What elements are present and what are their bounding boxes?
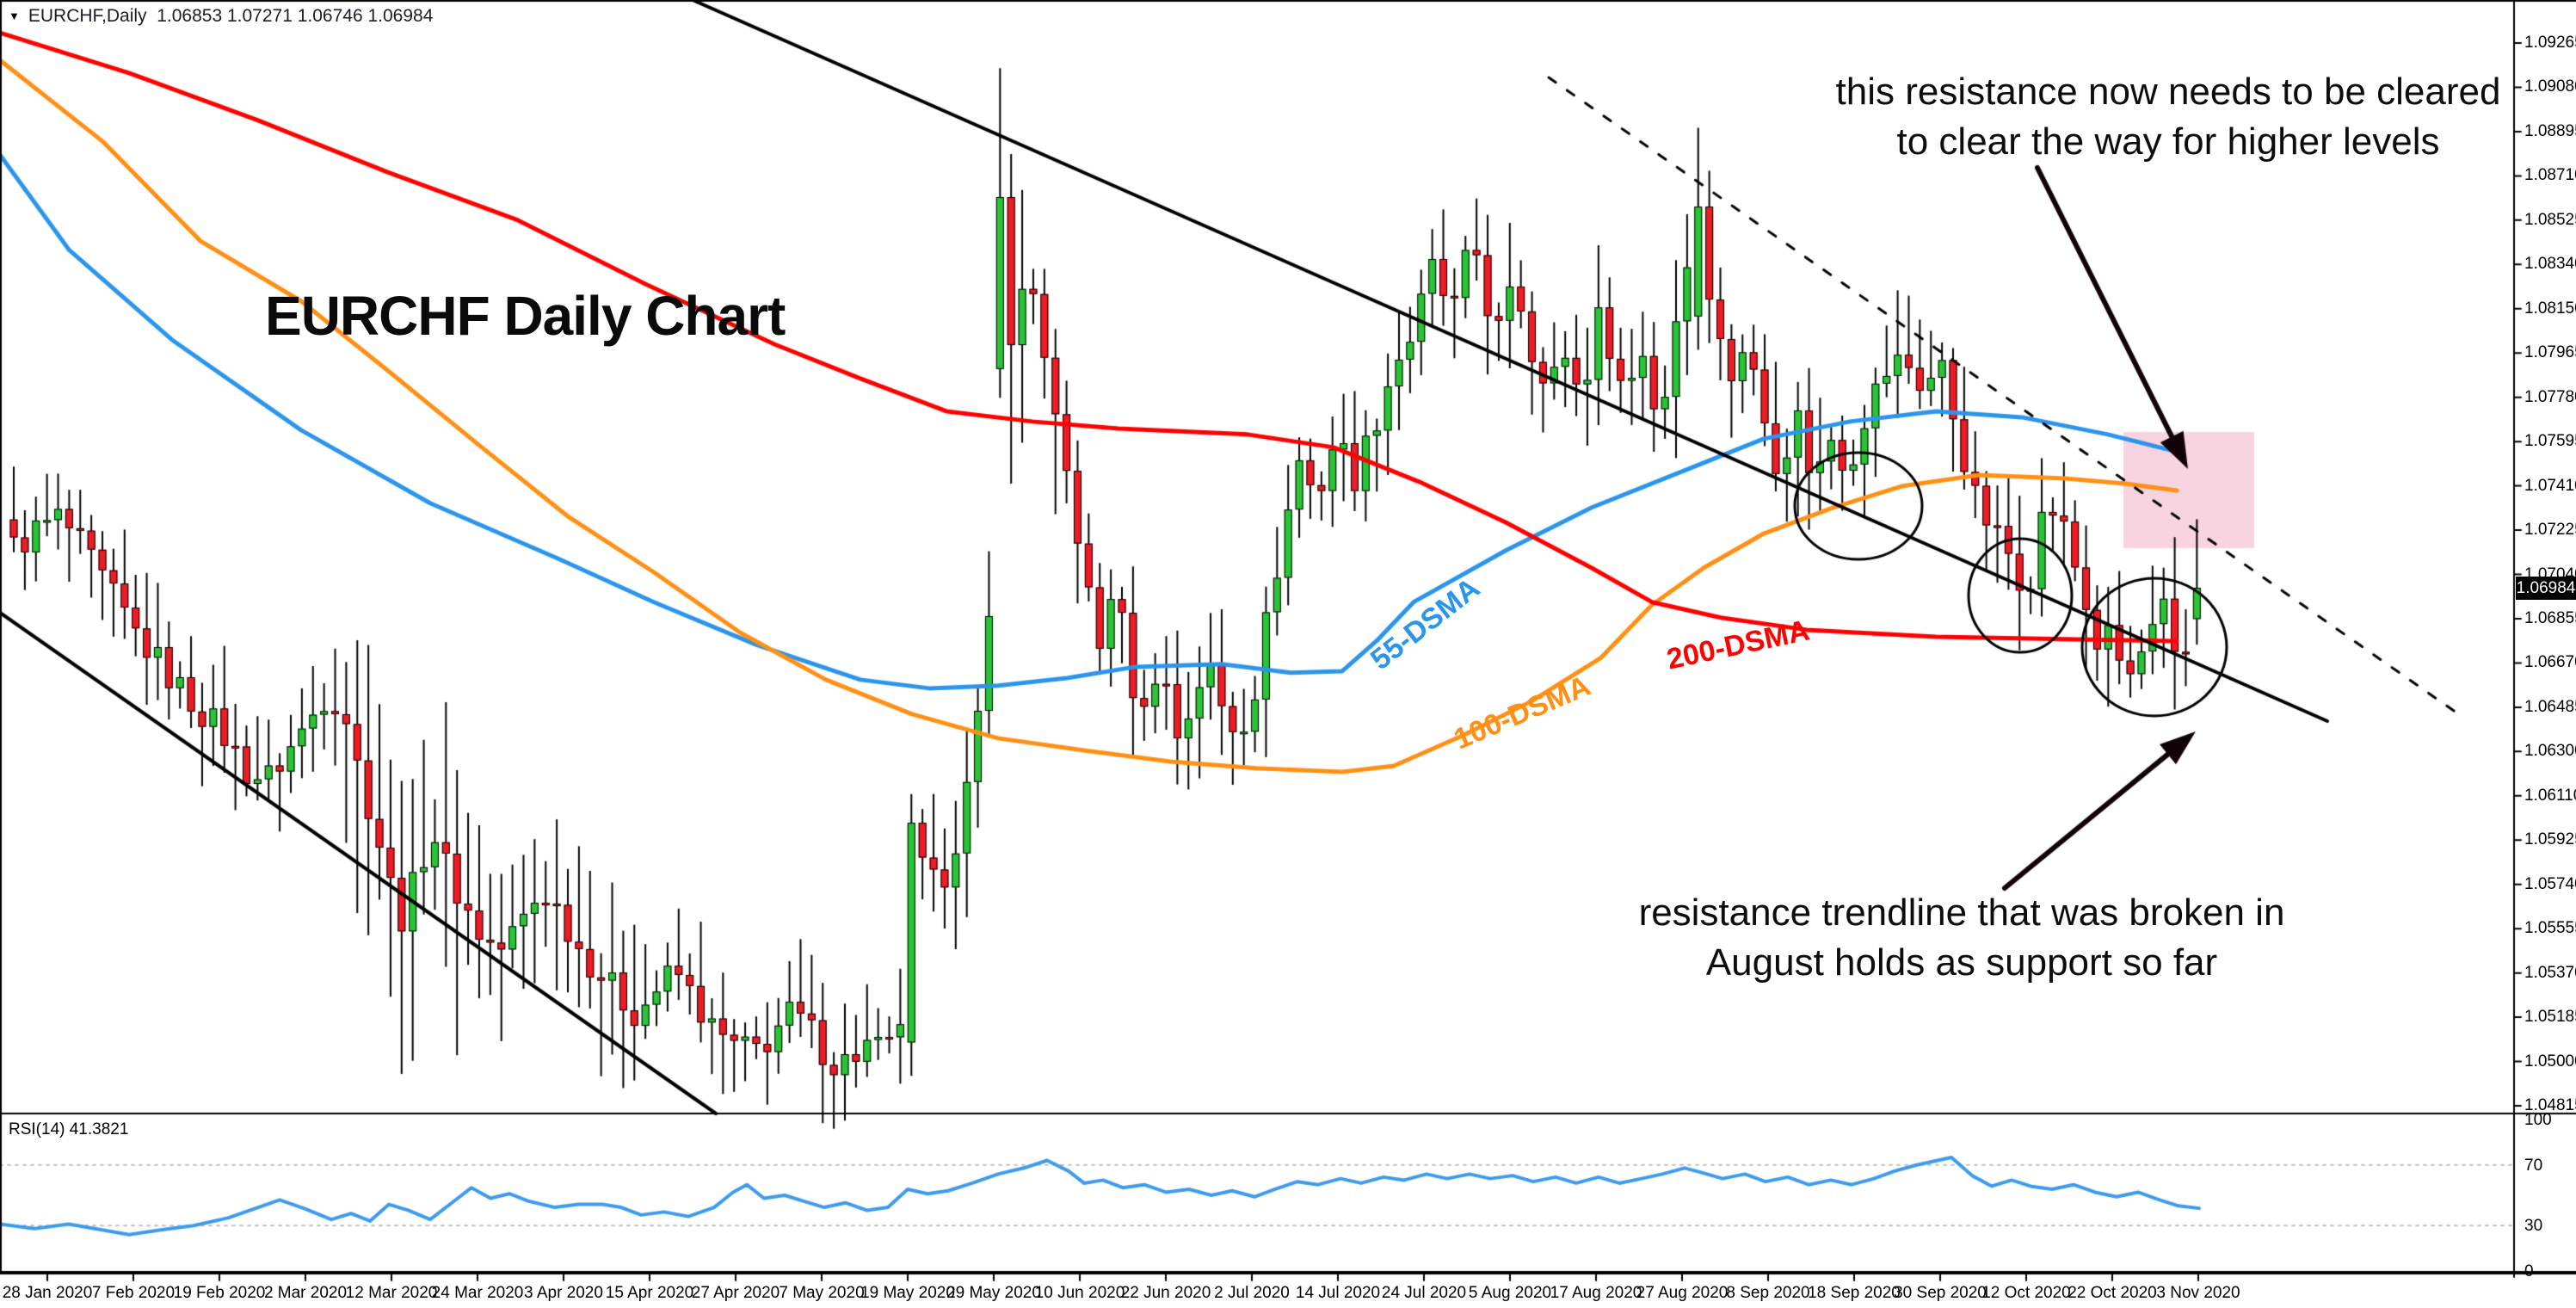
date-label: 12 Mar 2020 xyxy=(345,1284,438,1302)
date-label: 30 Sep 2020 xyxy=(1894,1284,1987,1302)
date-label: 27 Aug 2020 xyxy=(1636,1284,1729,1302)
price-axis-label: 1.08710 xyxy=(2524,166,2576,185)
date-label: 15 Apr 2020 xyxy=(605,1284,694,1302)
price-axis-label: 1.06670 xyxy=(2524,653,2576,672)
price-axis-label: 1.07595 xyxy=(2524,432,2576,451)
annotation-line: this resistance now needs to be cleared xyxy=(1835,71,2501,113)
price-axis-label: 1.05925 xyxy=(2524,830,2576,849)
price-axis-label: 1.06485 xyxy=(2524,697,2576,716)
annotation-resistance-note: this resistance now needs to be cleared … xyxy=(1815,67,2521,167)
symbol-ohlc-values: 1.06853 1.07271 1.06746 1.06984 xyxy=(157,6,434,26)
price-axis-label: 1.05740 xyxy=(2524,874,2576,893)
date-label: 29 May 2020 xyxy=(946,1284,1041,1302)
date-label: 8 Sep 2020 xyxy=(1726,1284,1810,1302)
rsi-scale-label: 30 xyxy=(2524,1217,2543,1236)
date-label: 17 Aug 2020 xyxy=(1550,1284,1642,1302)
date-label: 19 May 2020 xyxy=(860,1284,955,1302)
rsi-scale-label: 100 xyxy=(2524,1111,2552,1129)
date-label: 7 May 2020 xyxy=(779,1284,865,1302)
price-axis-label: 1.05000 xyxy=(2524,1052,2576,1070)
price-axis-label: 1.08525 xyxy=(2524,210,2576,229)
price-axis-label: 1.05370 xyxy=(2524,963,2576,982)
date-label: 27 Apr 2020 xyxy=(691,1284,780,1302)
annotation-line: August holds as support so far xyxy=(1705,941,2218,984)
price-axis-label: 1.08340 xyxy=(2524,255,2576,274)
date-label: 12 Oct 2020 xyxy=(1981,1284,2071,1302)
price-axis-label: 1.05185 xyxy=(2524,1008,2576,1027)
price-axis-label: 1.07410 xyxy=(2524,476,2576,495)
current-price-badge: 1.06984 xyxy=(2516,577,2576,600)
price-axis-label: 1.08895 xyxy=(2524,121,2576,140)
price-axis-label: 1.04815 xyxy=(2524,1096,2576,1114)
price-axis-label: 1.09265 xyxy=(2524,34,2576,52)
date-label: 3 Apr 2020 xyxy=(524,1284,603,1302)
date-label: 24 Jul 2020 xyxy=(1381,1284,1467,1302)
price-axis-label: 1.06110 xyxy=(2524,786,2576,805)
price-axis-label: 1.09080 xyxy=(2524,77,2576,96)
rsi-indicator-label: RSI(14) 41.3821 xyxy=(9,1120,129,1138)
price-axis-label: 1.06855 xyxy=(2524,608,2576,627)
date-label: 5 Aug 2020 xyxy=(1468,1284,1552,1302)
symbol-title-bar: ▼ EURCHF,Daily 1.06853 1.07271 1.06746 1.… xyxy=(9,6,433,27)
date-label: 22 Oct 2020 xyxy=(2068,1284,2157,1302)
date-label: 10 Jun 2020 xyxy=(1034,1284,1125,1302)
annotation-support-note: resistance trendline that was broken in … xyxy=(1618,888,2306,988)
rsi-scale-label: 70 xyxy=(2524,1156,2543,1175)
date-label: 28 Jan 2020 xyxy=(2,1284,93,1302)
date-label: 14 Jul 2020 xyxy=(1295,1284,1381,1302)
price-axis-label: 1.07780 xyxy=(2524,387,2576,406)
price-axis-label: 1.06300 xyxy=(2524,742,2576,761)
price-axis-label: 1.07225 xyxy=(2524,521,2576,540)
date-label: 24 Mar 2020 xyxy=(431,1284,524,1302)
date-label: 3 Nov 2020 xyxy=(2156,1284,2240,1302)
date-label: 19 Feb 2020 xyxy=(173,1284,266,1302)
annotation-line: resistance trendline that was broken in xyxy=(1638,892,2285,934)
chart-title-watermark: EURCHF Daily Chart xyxy=(265,285,786,347)
annotation-line: to clear the way for higher levels xyxy=(1896,120,2440,164)
price-axis-label: 1.05555 xyxy=(2524,919,2576,938)
price-axis-label: 1.08150 xyxy=(2524,299,2576,318)
symbol-dropdown-icon[interactable]: ▼ xyxy=(9,9,20,22)
date-label: 18 Sep 2020 xyxy=(1808,1284,1901,1302)
symbol-name: EURCHF,Daily xyxy=(28,6,147,26)
date-label: 22 Jun 2020 xyxy=(1120,1284,1211,1302)
rsi-scale-label: 0 xyxy=(2524,1262,2534,1280)
date-label: 7 Feb 2020 xyxy=(91,1284,176,1302)
date-label: 2 Mar 2020 xyxy=(263,1284,348,1302)
date-label: 2 Jul 2020 xyxy=(1214,1284,1290,1302)
price-axis-label: 1.07965 xyxy=(2524,343,2576,362)
